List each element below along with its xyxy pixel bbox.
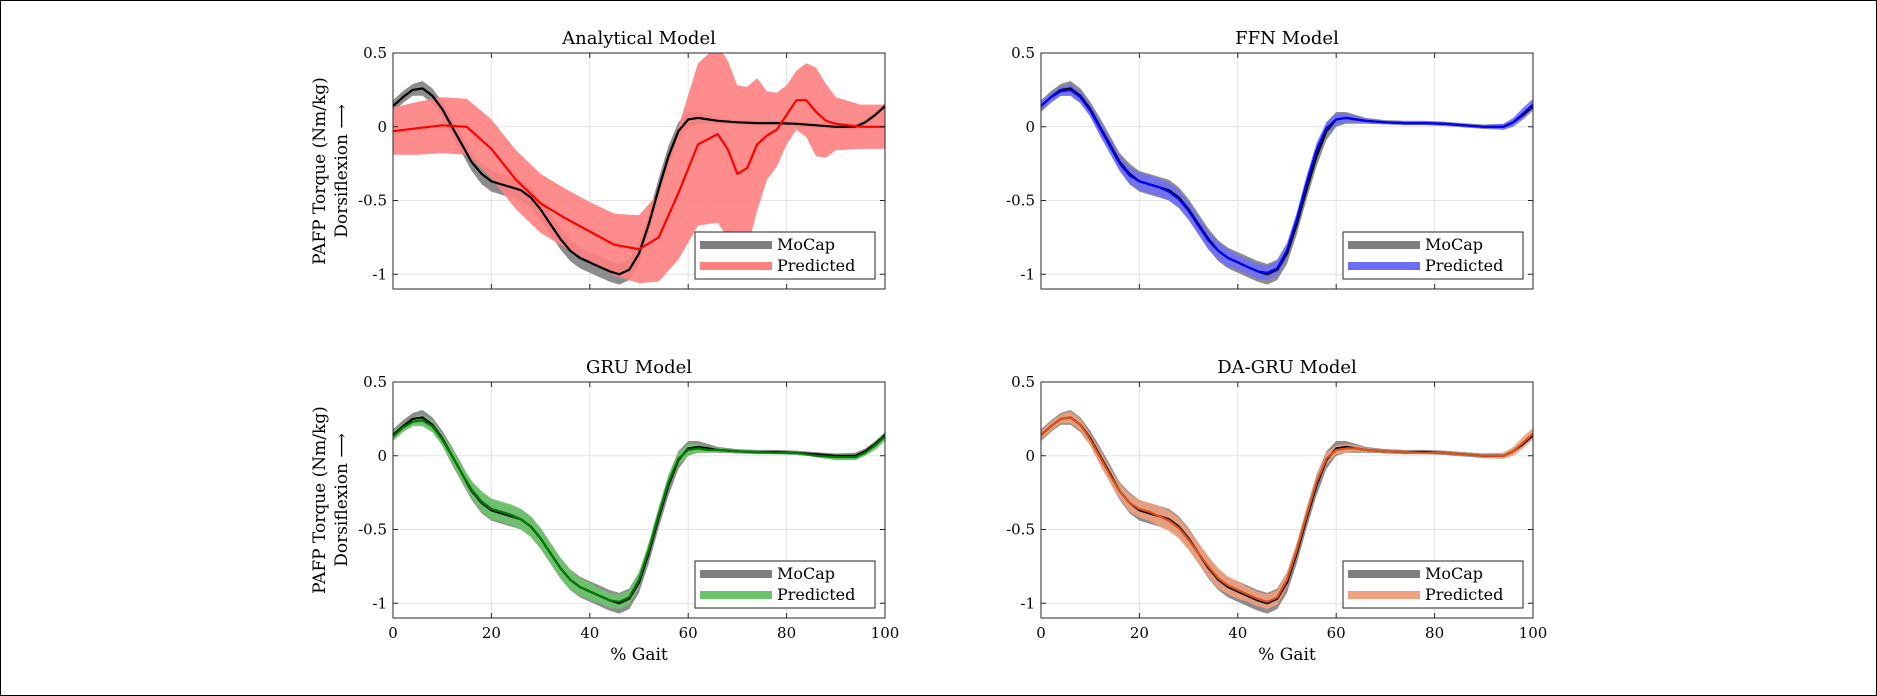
- y-tick-label: -1: [1020, 265, 1035, 283]
- chart-title: Analytical Model: [561, 28, 716, 49]
- legend: MoCap Predicted: [1342, 231, 1524, 280]
- legend-label-predicted: Predicted: [1425, 585, 1503, 604]
- y-axis-label: Dorsiflexion ⟶: [332, 433, 352, 567]
- axes-box: [1040, 52, 1534, 290]
- line-predicted: [1041, 416, 1533, 603]
- x-axis-label: % Gait: [1258, 645, 1316, 665]
- band-predicted: [393, 414, 885, 610]
- chart-title: DA-GRU Model: [1217, 357, 1357, 378]
- y-tick-label: 0: [1025, 118, 1035, 136]
- line-predicted: [393, 419, 885, 603]
- y-tick-label: -0.5: [1006, 192, 1035, 210]
- y-tick-label: -1: [1020, 594, 1035, 612]
- legend-box: [694, 560, 876, 609]
- x-tick-label: 20: [482, 624, 501, 642]
- y-tick-label: 0.5: [1011, 373, 1035, 391]
- x-tick-label: 100: [871, 624, 900, 642]
- chart-title: FFN Model: [1235, 28, 1339, 49]
- x-tick-label: 20: [1130, 624, 1149, 642]
- legend-box: [694, 231, 876, 280]
- series-group: [393, 410, 885, 614]
- panel-gru-model: 0 20 40 60 80 100 -1 -0.5 0 0.5 GRU Model % Gait PAF…: [310, 357, 899, 665]
- panel-analytical-model: -1 -0.5 0 0.5 Analytical Model PAFP Torque (N…: [310, 28, 886, 290]
- y-tick-label: -0.5: [358, 192, 387, 210]
- y-tick-label: -1: [372, 594, 387, 612]
- legend-label-mocap: MoCap: [1425, 564, 1483, 583]
- line-predicted: [1041, 88, 1533, 274]
- legend-label-mocap: MoCap: [777, 564, 835, 583]
- series-group: [393, 53, 885, 285]
- y-tick-label: -0.5: [1006, 521, 1035, 539]
- axes-box: [392, 381, 886, 619]
- y-axis-label: Dorsiflexion ⟶: [332, 104, 352, 238]
- legend-label-mocap: MoCap: [1425, 235, 1483, 254]
- axes-box: [1040, 381, 1534, 619]
- x-tick-label: 60: [679, 624, 698, 642]
- x-tick-label: 100: [1519, 624, 1548, 642]
- line-predicted: [393, 99, 885, 251]
- x-tick-label: 0: [388, 624, 398, 642]
- axes-box: [392, 52, 886, 290]
- y-tick-label: 0.5: [1011, 44, 1035, 62]
- legend-label-predicted: Predicted: [777, 256, 855, 275]
- y-tick-label: 0: [1025, 447, 1035, 465]
- x-tick-label: 60: [1327, 624, 1346, 642]
- legend-label-mocap: MoCap: [777, 235, 835, 254]
- line-mocap: [393, 87, 885, 276]
- x-axis-label: % Gait: [610, 645, 668, 665]
- legend: MoCap Predicted: [694, 560, 876, 609]
- x-tick-label: 80: [1425, 624, 1444, 642]
- chart-title: GRU Model: [586, 357, 692, 378]
- y-tick-label: 0: [377, 118, 387, 136]
- series-group: [1041, 81, 1533, 285]
- band-predicted: [393, 53, 885, 284]
- y-tick-label: -0.5: [358, 521, 387, 539]
- legend: MoCap Predicted: [694, 231, 876, 280]
- x-tick-label: 40: [1228, 624, 1247, 642]
- x-tick-label: 0: [1036, 624, 1046, 642]
- panel-da-gru-model: 0 20 40 60 80 100 -1 -0.5 0 0.5 DA-GRU Model % Gait…: [1006, 357, 1547, 665]
- y-axis-label: PAFP Torque (Nm/kg): [310, 406, 330, 594]
- y-tick-label: 0: [377, 447, 387, 465]
- y-tick-label: 0.5: [363, 44, 387, 62]
- legend: MoCap Predicted: [1342, 560, 1524, 609]
- x-tick-label: 40: [580, 624, 599, 642]
- panel-ffn-model: -1 -0.5 0 0.5 FFN Model MoCap Predicted: [1006, 28, 1534, 290]
- legend-box: [1342, 231, 1524, 280]
- x-tick-label: 80: [777, 624, 796, 642]
- legend-label-predicted: Predicted: [1425, 256, 1503, 275]
- series-group: [1041, 410, 1533, 614]
- y-tick-label: 0.5: [363, 373, 387, 391]
- y-axis-label: PAFP Torque (Nm/kg): [310, 77, 330, 265]
- y-tick-label: -1: [372, 265, 387, 283]
- legend-label-predicted: Predicted: [777, 585, 855, 604]
- legend-box: [1342, 560, 1524, 609]
